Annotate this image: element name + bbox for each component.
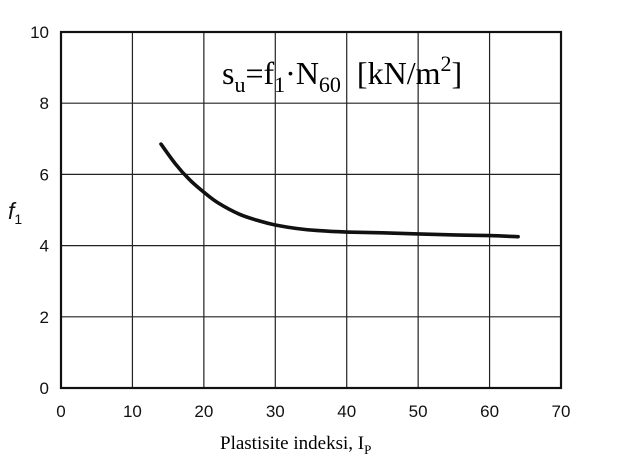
- y-tick-label: 6: [40, 165, 49, 184]
- f1-curve: [159, 142, 520, 239]
- x-tick-label: 10: [123, 402, 142, 421]
- x-tick-labels: 0 10 20 30 40 50 60 70: [56, 402, 570, 421]
- x-tick-label: 0: [56, 402, 65, 421]
- y-axis-label: f1: [8, 198, 22, 227]
- y-tick-label: 0: [40, 379, 49, 398]
- x-tick-label: 40: [337, 402, 356, 421]
- x-tick-label: 60: [480, 402, 499, 421]
- x-axis-label: Plastisite indeksi, IP: [220, 433, 371, 457]
- y-tick-labels: 0 2 4 6 8 10: [30, 23, 49, 398]
- series-layer: [159, 142, 520, 239]
- x-tick-label: 30: [266, 402, 285, 421]
- y-tick-label: 2: [40, 308, 49, 327]
- x-tick-label: 50: [409, 402, 428, 421]
- x-tick-label: 20: [194, 402, 213, 421]
- y-tick-label: 10: [30, 23, 49, 42]
- plot-frame: [59, 30, 563, 390]
- y-tick-label: 4: [40, 237, 49, 256]
- x-tick-label: 70: [552, 402, 571, 421]
- formula-annotation: su=f1·N60 [kN/m2]: [222, 51, 462, 97]
- y-tick-label: 8: [40, 94, 49, 113]
